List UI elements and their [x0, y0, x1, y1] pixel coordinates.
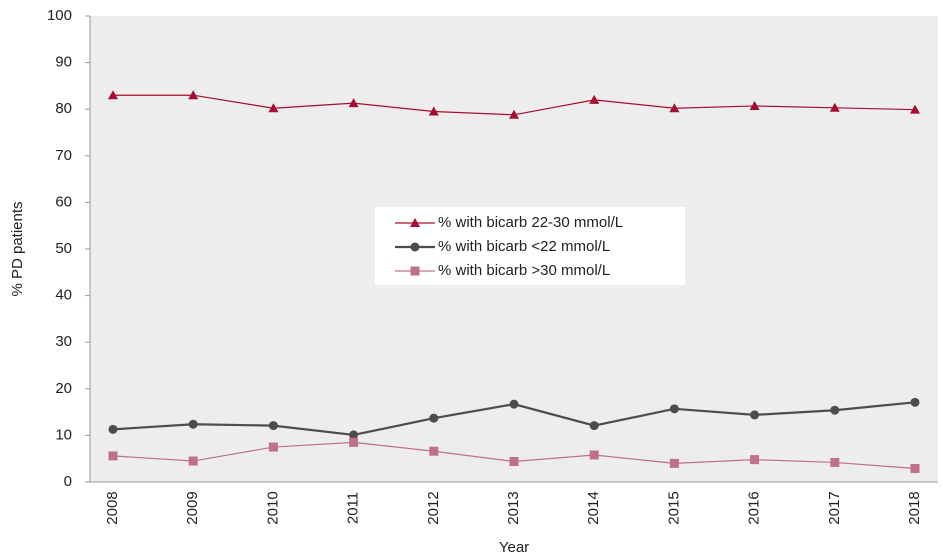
marker: [410, 242, 420, 252]
y-axis-label: % PD patients: [9, 201, 26, 296]
marker: [910, 463, 920, 473]
y-tick-label: 50: [55, 240, 72, 257]
marker: [589, 450, 599, 460]
marker: [830, 457, 840, 467]
marker: [108, 424, 118, 434]
marker: [268, 421, 278, 431]
x-tick-label: 2009: [184, 491, 201, 524]
y-tick-label: 20: [55, 380, 72, 397]
marker: [509, 399, 519, 409]
marker: [410, 218, 420, 227]
y-tick-label: 30: [55, 333, 72, 350]
marker: [669, 103, 680, 113]
x-tick-label: 2008: [104, 491, 121, 524]
x-tick-label: 2012: [425, 491, 442, 524]
marker: [428, 106, 439, 116]
marker: [349, 430, 359, 440]
legend-label: % with bicarb 22-30 mmol/L: [438, 214, 623, 231]
marker: [268, 442, 278, 452]
marker: [429, 413, 439, 423]
marker: [750, 410, 760, 420]
y-tick-label: 0: [64, 473, 72, 490]
x-tick-label: 2010: [264, 491, 281, 524]
marker: [669, 458, 679, 468]
legend-label: % with bicarb <22 mmol/L: [438, 238, 610, 255]
x-tick-label: 2018: [906, 491, 923, 524]
marker: [108, 90, 118, 100]
y-tick-label: 80: [55, 100, 72, 117]
legend-label: % with bicarb >30 mmol/L: [438, 262, 610, 279]
x-tick-label: 2015: [665, 491, 682, 524]
marker: [589, 421, 599, 431]
x-axis-label: Year: [499, 539, 529, 556]
x-tick-label: 2011: [345, 492, 362, 524]
marker: [910, 104, 920, 114]
marker: [910, 397, 920, 407]
marker: [268, 103, 279, 113]
x-tick-label: 2014: [585, 491, 602, 524]
marker: [349, 437, 359, 447]
y-tick-label: 70: [55, 147, 72, 164]
marker: [750, 455, 760, 465]
marker: [509, 456, 519, 466]
marker: [829, 102, 840, 112]
marker: [188, 419, 198, 429]
y-tick-label: 100: [47, 7, 72, 24]
marker: [188, 90, 199, 100]
marker: [348, 98, 359, 108]
y-tick-label: 10: [55, 426, 72, 443]
marker: [589, 94, 600, 104]
y-tick-label: 60: [55, 193, 72, 210]
marker: [108, 451, 118, 461]
y-tick-label: 40: [55, 287, 72, 304]
x-tick-label: 2017: [826, 491, 843, 524]
marker: [749, 100, 760, 110]
marker: [830, 405, 840, 415]
y-tick-label: 90: [55, 54, 72, 71]
x-tick-label: 2016: [746, 491, 763, 524]
marker: [509, 109, 519, 119]
marker: [188, 456, 198, 466]
x-tick-label: 2013: [505, 491, 522, 524]
marker: [429, 446, 439, 456]
marker: [669, 404, 679, 414]
marker: [410, 266, 420, 276]
